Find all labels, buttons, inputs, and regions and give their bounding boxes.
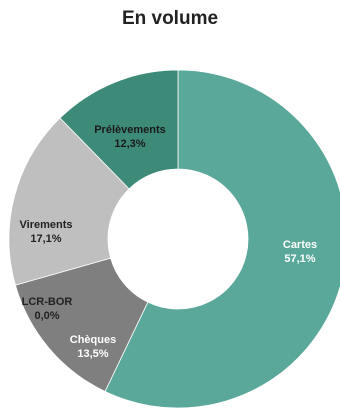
slice-label-virements: Virements 17,1% <box>20 219 73 245</box>
slice-label-ch-ques: Chèques 13,5% <box>70 334 116 360</box>
slice-virements <box>8 117 130 286</box>
slice-name-ch-ques: Chèques <box>70 334 116 346</box>
slice-value-pr-l-vements: 12,3% <box>114 138 145 150</box>
slice-label-cartes: Cartes 57,1% <box>283 239 317 265</box>
slice-value-lcr-bor: 0,0% <box>34 310 59 322</box>
slice-cartes <box>104 69 340 409</box>
slice-label-lcr-bor: LCR-BOR 0,0% <box>22 296 73 322</box>
slice-pr-l-vements <box>59 69 179 190</box>
slice-name-lcr-bor: LCR-BOR <box>22 296 73 308</box>
slice-ch-ques <box>14 257 149 392</box>
slice-value-ch-ques: 13,5% <box>77 348 108 360</box>
slice-label-pr-l-vements: Prélèvements 12,3% <box>94 124 166 150</box>
slice-value-cartes: 57,1% <box>284 253 315 265</box>
slice-name-virements: Virements <box>20 219 73 231</box>
chart-title: En volume <box>121 8 219 29</box>
slice-name-cartes: Cartes <box>283 239 317 251</box>
slice-value-virements: 17,1% <box>30 233 61 245</box>
slice-name-pr-l-vements: Prélèvements <box>94 124 166 136</box>
